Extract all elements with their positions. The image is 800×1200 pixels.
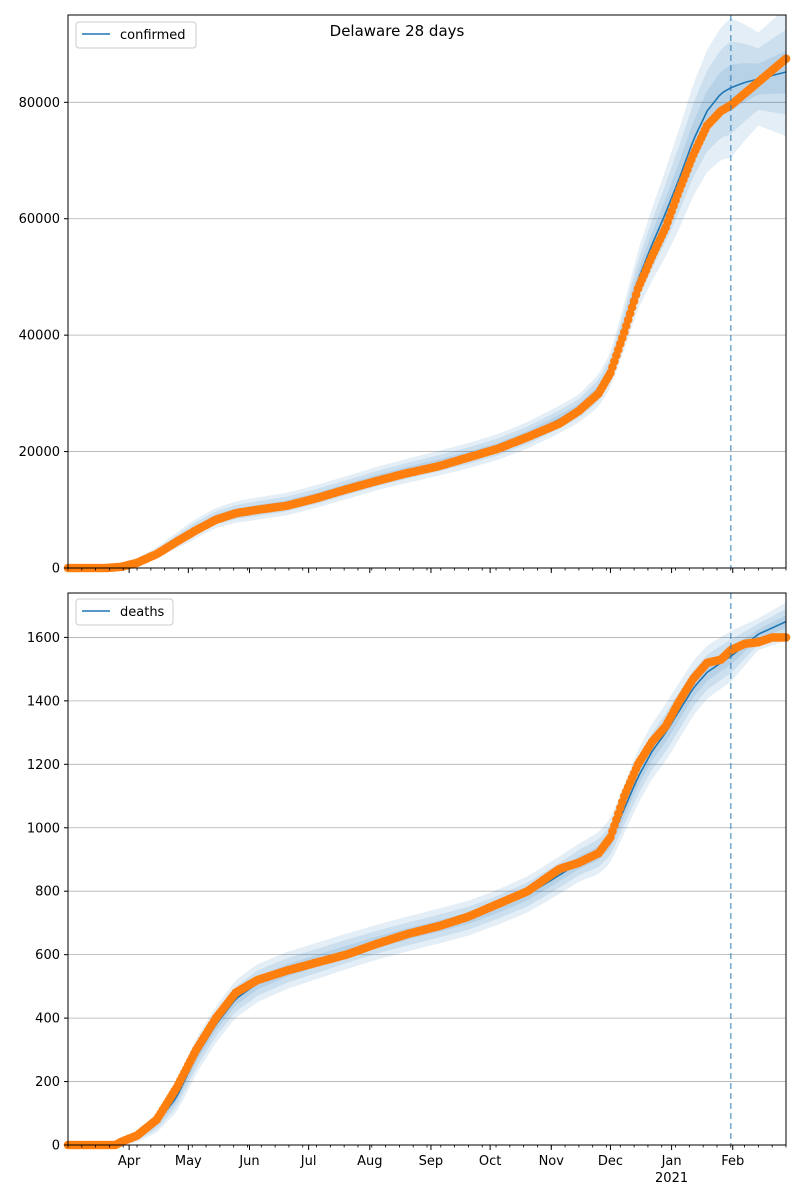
deaths-x-tick-label: Dec bbox=[598, 1154, 623, 1169]
deaths-chart: 0 200 400 600 800 1000 1200 1400 1600 Apr May Jun J… bbox=[27, 592, 791, 1186]
deaths-y-tick-label: 800 bbox=[35, 885, 60, 900]
deaths-x-tick-label: Jan bbox=[661, 1154, 682, 1169]
figure-title: Delaware 28 days bbox=[330, 22, 465, 40]
deaths-x-tick-label: Feb bbox=[721, 1154, 744, 1169]
confirmed-y-tick-label: 0 bbox=[52, 562, 60, 577]
deaths-y-tick-label: 1600 bbox=[27, 631, 60, 646]
confirmed-band-outer bbox=[68, 15, 786, 568]
confirmed-y-tick-label: 80000 bbox=[19, 96, 60, 111]
deaths-x-tick-label: May bbox=[175, 1154, 202, 1169]
confirmed-y-tick-label: 40000 bbox=[19, 329, 60, 344]
deaths-x-tick-label: Jul bbox=[300, 1154, 317, 1169]
deaths-x-tick-label: Sep bbox=[419, 1154, 444, 1169]
deaths-y-tick-label: 1200 bbox=[27, 758, 60, 773]
deaths-observed-points bbox=[63, 633, 791, 1150]
deaths-y-tick-label: 400 bbox=[35, 1012, 60, 1027]
deaths-x-tick-label: Nov bbox=[539, 1154, 565, 1169]
deaths-y-tick-label: 200 bbox=[35, 1075, 60, 1090]
confirmed-y-tick-label: 60000 bbox=[19, 212, 60, 227]
deaths-grid bbox=[68, 637, 786, 1082]
deaths-x-tick-label: Aug bbox=[357, 1154, 382, 1169]
confirmed-band-middle bbox=[68, 29, 786, 569]
confirmed-legend-box bbox=[75, 21, 197, 49]
deaths-x-tick-label: Apr bbox=[118, 1154, 141, 1169]
deaths-y-tick-label: 1400 bbox=[27, 694, 60, 709]
deaths-y-tick-label: 1000 bbox=[27, 821, 60, 836]
confirmed-observed-points bbox=[63, 54, 791, 573]
deaths-legend: deaths bbox=[75, 598, 174, 626]
deaths-y-tick-label: 600 bbox=[35, 948, 60, 963]
deaths-y-tick-label: 0 bbox=[52, 1139, 60, 1154]
deaths-legend-label: deaths bbox=[120, 605, 165, 620]
confirmed-chart: 0 20000 40000 60000 80000 confirmed Delaware… bbox=[19, 14, 791, 577]
deaths-y-axis: 0 200 400 600 800 1000 1200 1400 1600 bbox=[27, 631, 68, 1154]
confirmed-legend-label: confirmed bbox=[120, 28, 186, 43]
deaths-x-tick-label: Jun bbox=[238, 1154, 259, 1169]
deaths-x-axis: Apr May Jun Jul Aug Sep Oct Nov Dec Jan 2021 Feb bbox=[67, 1145, 787, 1186]
deaths-band-outer bbox=[68, 602, 786, 1145]
deaths-x-year-label: 2021 bbox=[655, 1171, 688, 1186]
confirmed-x-ticks bbox=[67, 568, 787, 573]
confirmed-y-tick-label: 20000 bbox=[19, 445, 60, 460]
deaths-legend-box bbox=[75, 598, 174, 626]
confirmed-y-axis: 0 20000 40000 60000 80000 bbox=[19, 96, 68, 577]
deaths-x-tick-label: Oct bbox=[479, 1154, 501, 1169]
confirmed-legend: confirmed bbox=[75, 21, 197, 49]
